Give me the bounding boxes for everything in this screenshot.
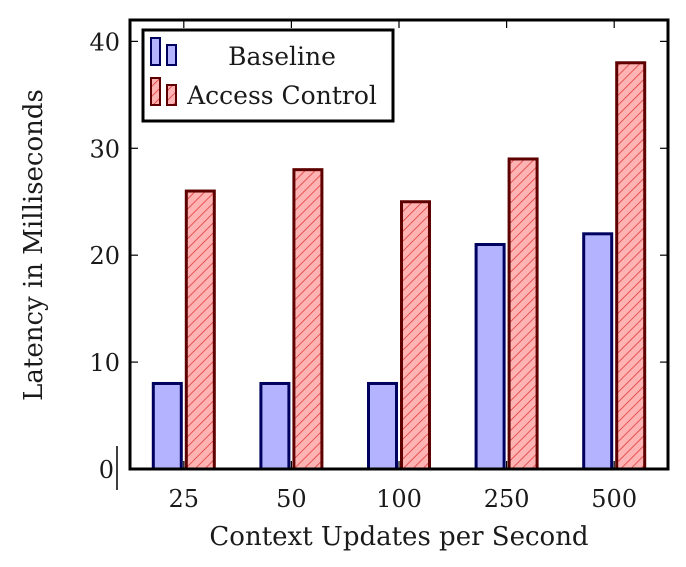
legend-box xyxy=(141,28,395,123)
legend-swatch-baseline-b xyxy=(166,44,177,66)
legend-label-baseline: Baseline xyxy=(228,42,336,71)
bar-access-control-250 xyxy=(507,157,539,471)
x-axis-label: Context Updates per Second xyxy=(209,522,588,552)
y-axis-label: Latency in Milliseconds xyxy=(19,89,49,401)
bar-access-control-50 xyxy=(292,168,324,471)
ticks-layer: 25 50 100 250 500 0 10 20 30 40 xyxy=(89,20,668,513)
legend: Baseline Access Control xyxy=(141,28,395,123)
x-tick-label: 100 xyxy=(376,485,422,513)
bars-layer xyxy=(151,61,647,471)
legend-label-access-control: Access Control xyxy=(186,81,377,110)
bar-baseline-25 xyxy=(151,381,183,471)
bar-baseline-50 xyxy=(259,381,291,471)
bar-baseline-100 xyxy=(367,381,398,471)
x-tick-label: 50 xyxy=(276,485,307,513)
bar-access-control-100 xyxy=(400,200,431,471)
legend-swatch-access-control-a xyxy=(150,77,161,106)
y-tick-label: 40 xyxy=(89,28,120,56)
y-tick-label: 10 xyxy=(89,349,120,377)
x-tick-label: 250 xyxy=(484,485,530,513)
legend-swatch-baseline-a xyxy=(150,37,161,66)
x-tick-label: 500 xyxy=(591,485,637,513)
bar-baseline-500 xyxy=(582,232,614,471)
y-tick-label: 20 xyxy=(89,242,120,270)
y-tick-label: 0 xyxy=(99,456,114,484)
legend-swatch-access-control-b xyxy=(166,84,177,106)
x-tick-label: 25 xyxy=(169,485,200,513)
y-tick-label: 30 xyxy=(89,135,120,163)
bar-access-control-500 xyxy=(615,61,647,471)
bar-baseline-250 xyxy=(474,243,506,471)
bar-access-control-25 xyxy=(184,189,216,471)
